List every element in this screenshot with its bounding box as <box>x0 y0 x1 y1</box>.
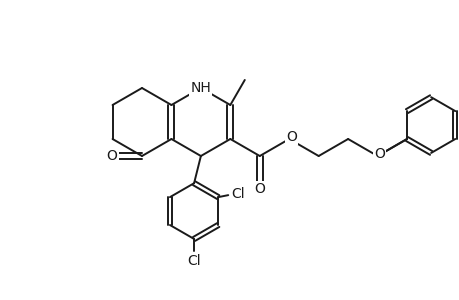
Text: Cl: Cl <box>231 187 245 201</box>
Text: O: O <box>373 147 384 161</box>
Text: O: O <box>285 130 296 144</box>
Text: O: O <box>254 182 265 196</box>
Text: NH: NH <box>190 81 211 95</box>
Text: Cl: Cl <box>187 254 201 268</box>
Text: O: O <box>106 149 117 163</box>
